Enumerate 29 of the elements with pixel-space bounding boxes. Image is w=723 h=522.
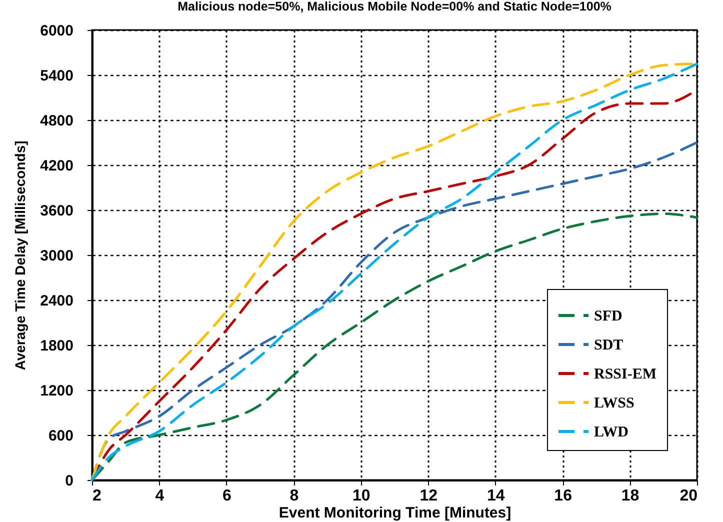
x-tick-label: 20 — [680, 488, 698, 504]
y-tick-label: 5400 — [40, 68, 74, 84]
y-tick-label: 3600 — [40, 202, 74, 220]
y-tick-label: 2400 — [40, 292, 74, 310]
legend-label: SDT — [594, 338, 624, 354]
x-tick-label: 18 — [621, 488, 640, 504]
x-tick-label: 10 — [352, 488, 370, 504]
legend-label: RSSI-EM — [594, 366, 657, 382]
legend-label: LWD — [594, 424, 629, 440]
y-tick-label: 4800 — [40, 112, 74, 130]
x-tick-label: 8 — [290, 488, 299, 504]
y-tick-label: 0 — [65, 472, 74, 490]
y-axis-title: Average Time Delay [Milliseconds] — [12, 140, 28, 370]
legend-label: SFD — [594, 308, 623, 324]
y-tick-label: 1200 — [40, 382, 74, 400]
y-tick-label: 6000 — [40, 22, 74, 40]
x-tick-label: 16 — [554, 488, 572, 504]
x-tick-label: 6 — [222, 488, 232, 504]
x-axis-title: Event Monitoring Time [Minutes] — [278, 504, 512, 522]
x-tick-label: 12 — [420, 488, 438, 504]
y-tick-label: 3000 — [40, 248, 74, 264]
x-tick-label: 14 — [486, 488, 505, 504]
y-tick-label: 1800 — [40, 338, 74, 354]
chart-title: Malicious node=50%, Malicious Mobile Node=00% and Static Node=100% — [178, 0, 612, 14]
x-tick-label: 2 — [92, 488, 102, 504]
legend-label: LWSS — [594, 396, 634, 412]
x-tick-label: 4 — [155, 488, 164, 504]
y-tick-label: 4200 — [40, 158, 74, 174]
y-tick-label: 600 — [48, 428, 74, 444]
